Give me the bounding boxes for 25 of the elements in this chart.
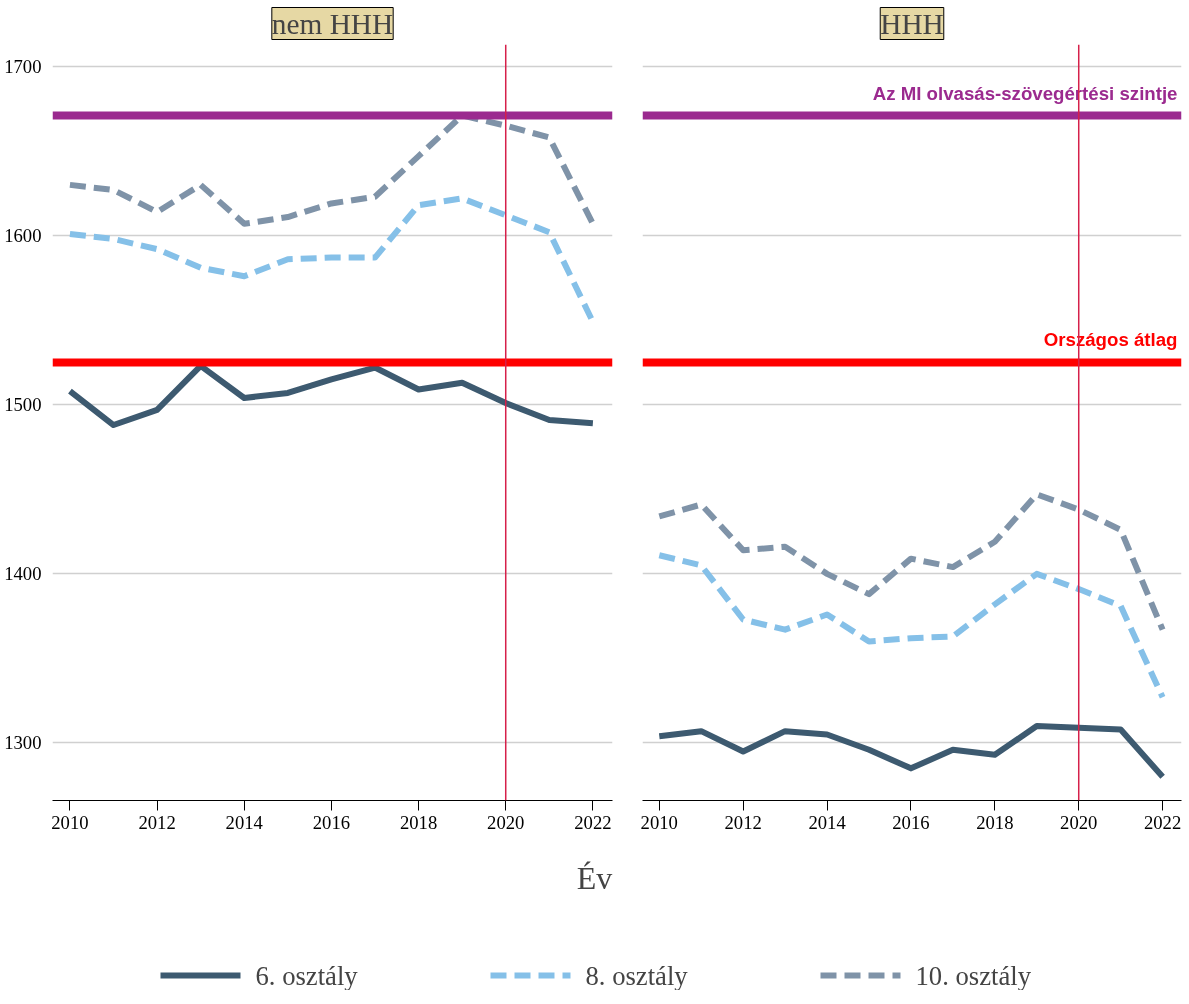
- y-tick-label: 1700: [4, 55, 42, 77]
- y-tick-label: 1300: [4, 732, 42, 754]
- x-tick-label: 2018: [399, 811, 438, 833]
- x-tick-label: 2010: [640, 811, 678, 833]
- x-tick-label: 2020: [1060, 811, 1098, 833]
- x-tick-label: 2020: [487, 811, 525, 833]
- x-tick-label: 2016: [892, 811, 930, 833]
- y-tick-label: 1500: [4, 394, 42, 416]
- x-tick-label: 2014: [808, 811, 847, 833]
- y-tick-label: 1400: [4, 563, 42, 585]
- legend-label: 10. osztály: [915, 960, 1032, 991]
- y-tick-label: 1600: [4, 225, 42, 247]
- chart-title: HHH: [880, 7, 944, 40]
- x-tick-label: 2012: [138, 811, 176, 833]
- x-tick-label: 2010: [51, 811, 89, 833]
- legend-label: 8. osztály: [585, 960, 689, 991]
- x-tick-label: 2014: [225, 811, 264, 833]
- x-tick-label: 2016: [312, 811, 351, 833]
- x-tick-label: 2012: [724, 811, 762, 833]
- x-tick-label: 2022: [1143, 811, 1182, 833]
- x-tick-label: 2018: [976, 811, 1014, 833]
- x-tick-label: 2022: [574, 811, 612, 833]
- x-axis-title: Év: [576, 859, 613, 896]
- legend-label: 6. osztály: [255, 960, 359, 991]
- chart-title: nem HHH: [271, 7, 394, 40]
